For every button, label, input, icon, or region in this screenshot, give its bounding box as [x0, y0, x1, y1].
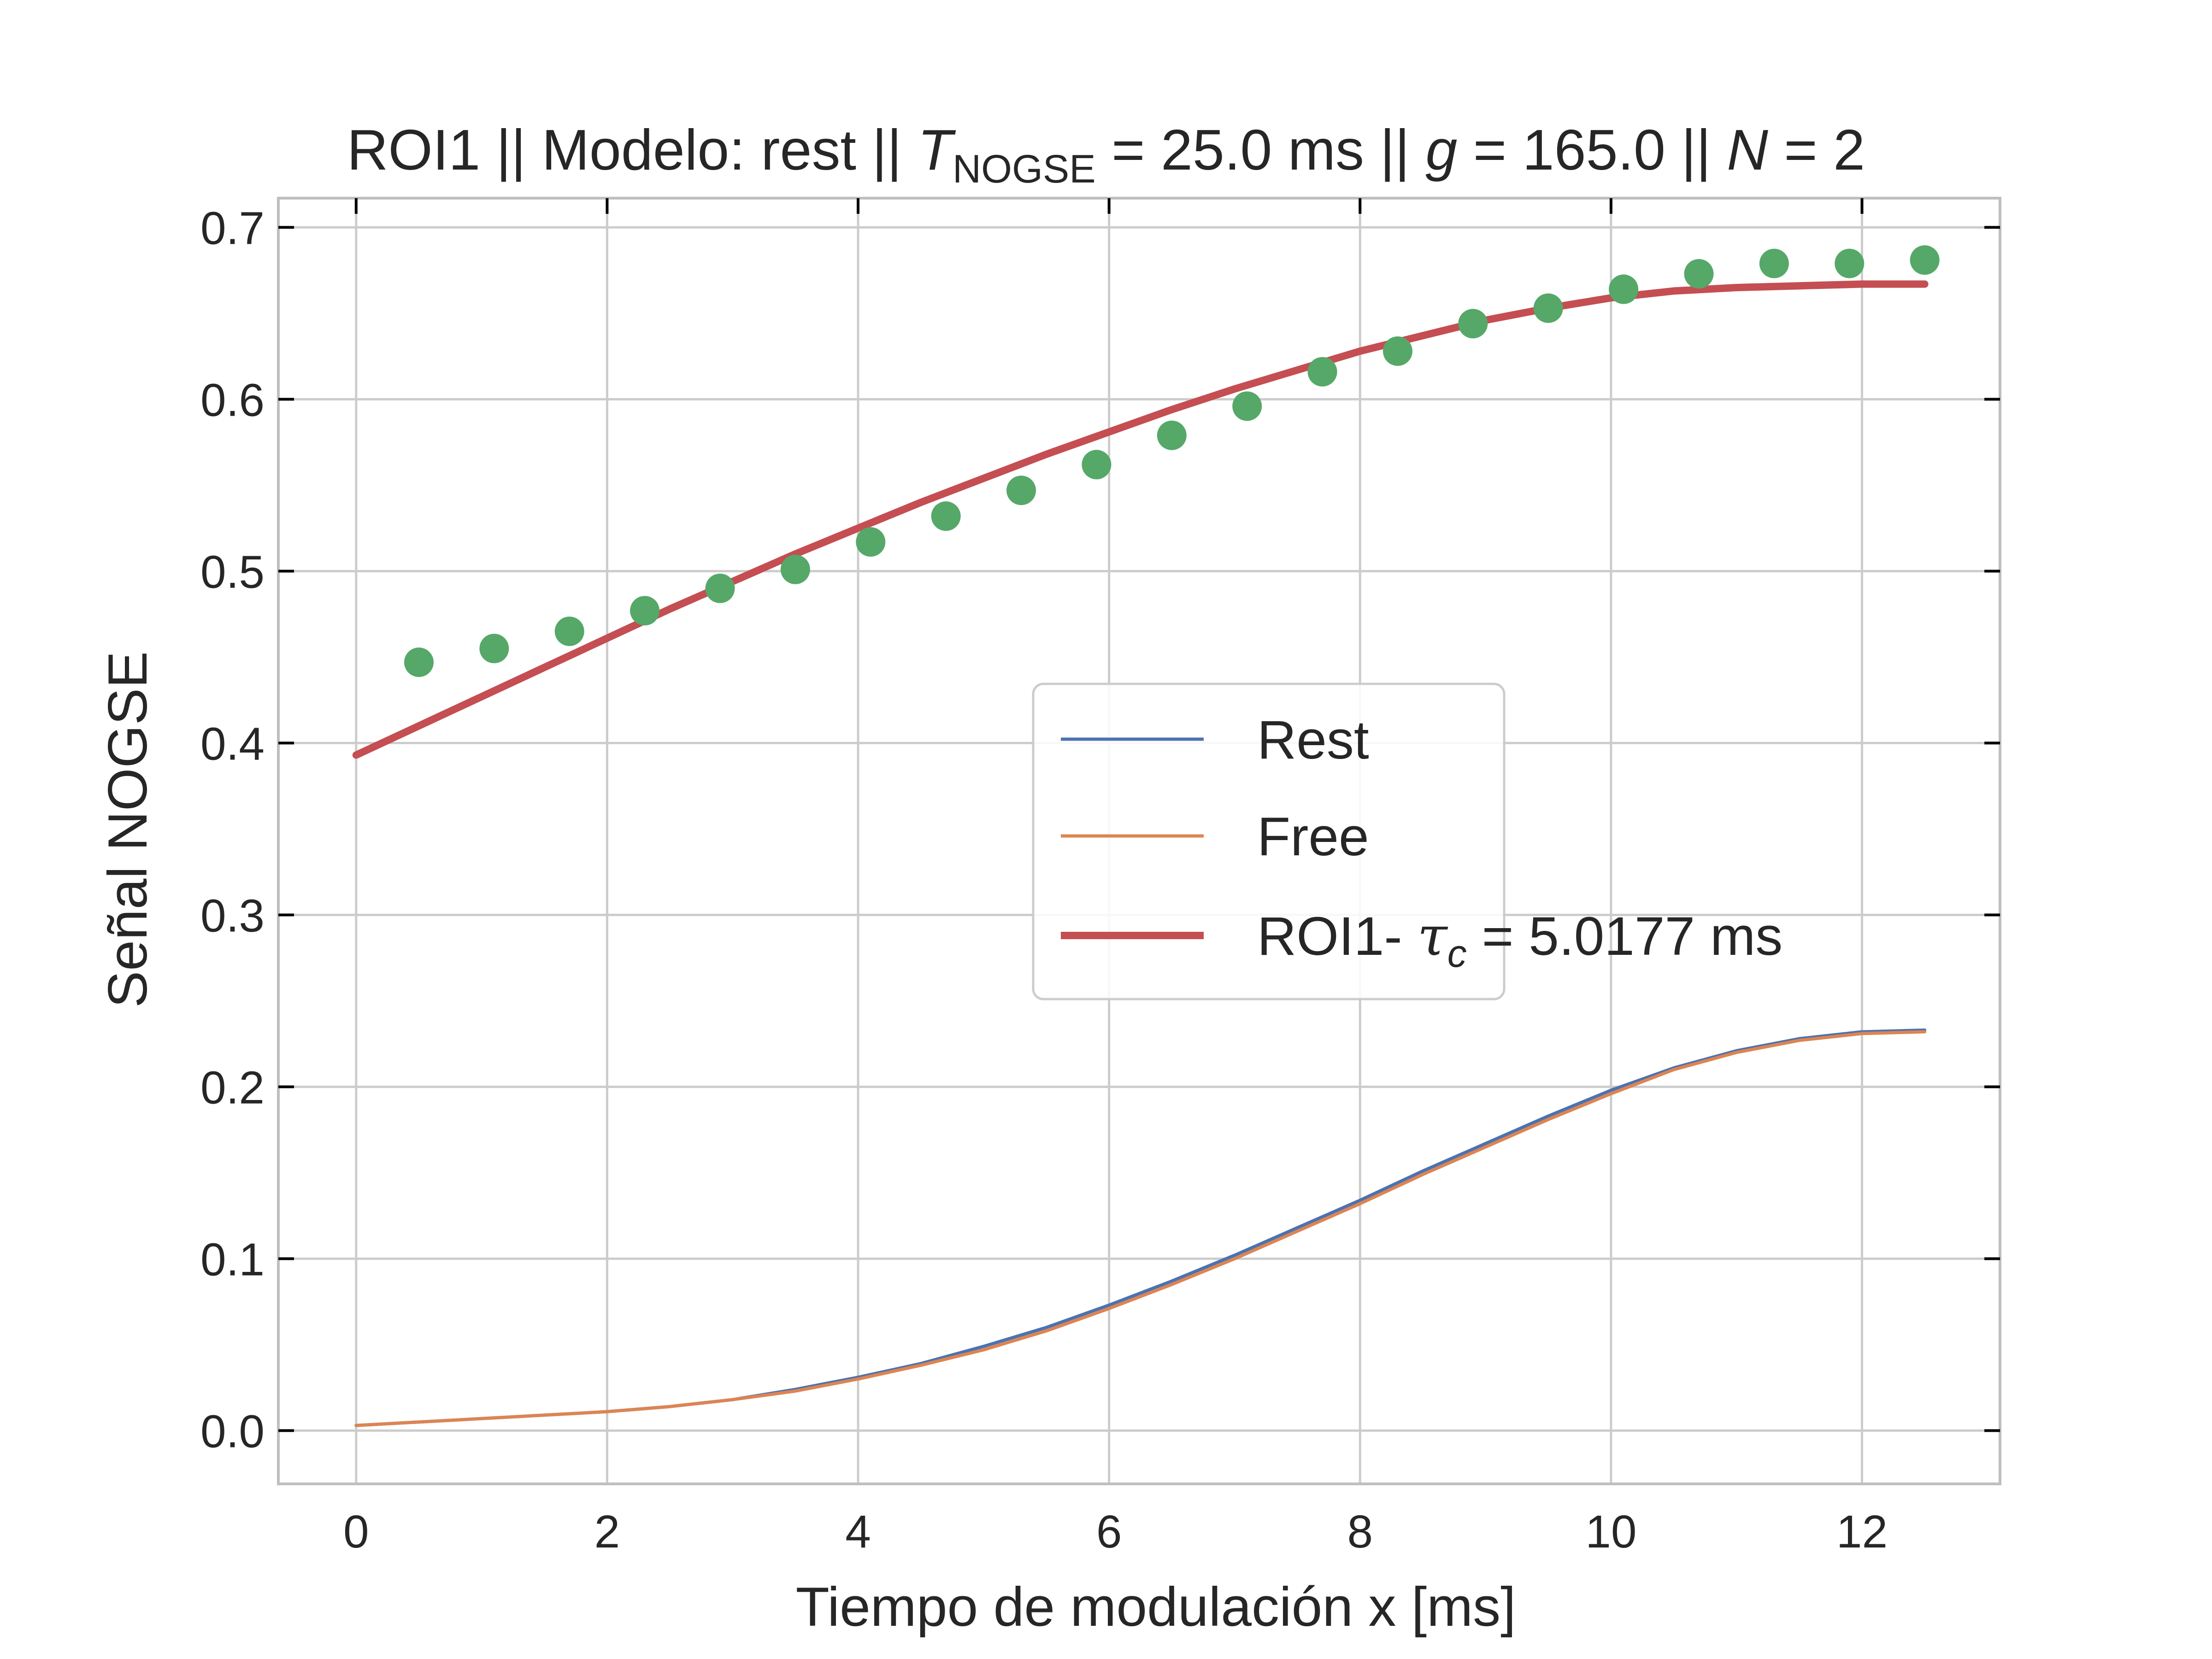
y-axis-title: Señal NOGSE: [97, 651, 159, 1008]
data-point: [931, 501, 961, 531]
series-line-roi1-fit: [352, 280, 1929, 759]
x-tick-label: 0: [343, 1506, 369, 1558]
data-point: [705, 573, 735, 603]
y-tick-label: 0.6: [200, 374, 265, 426]
x-axis-title: Tiempo de modulación x [ms]: [796, 1576, 1516, 1638]
chart-title: ROI1 || Modelo: rest || TNOGSE = 25.0 ms…: [347, 118, 1865, 191]
data-point: [856, 527, 886, 557]
y-tick-label: 0.4: [200, 718, 265, 770]
legend-label-roi1: ROI1- τc = 5.0177 ms: [1257, 904, 1783, 975]
series-line-rest: [354, 1028, 1927, 1427]
title-t-symbol: T: [918, 118, 956, 182]
x-tick-label: 6: [1096, 1506, 1122, 1558]
x-tick-label: 12: [1836, 1506, 1888, 1558]
title-g-symbol: g: [1425, 118, 1457, 182]
data-point: [1458, 309, 1488, 339]
data-point: [1759, 248, 1789, 278]
legend-label-rest: Rest: [1257, 710, 1369, 771]
x-tick-label: 8: [1347, 1506, 1373, 1558]
data-point: [1082, 450, 1112, 480]
legend-roi1-suffix: = 5.0177 ms: [1467, 906, 1783, 967]
legend-roi1-subscript: c: [1447, 932, 1467, 975]
legend-label-free: Free: [1257, 806, 1369, 867]
title-prefix: ROI1 || Modelo: rest ||: [347, 118, 918, 182]
x-tick-label: 2: [594, 1506, 620, 1558]
series-line-free: [354, 1030, 1927, 1427]
axis-ticks: 0 2 4 6 8 10 12 0.0 0.1 0.2 0.3 0.4 0.5 0.6 0.7: [200, 198, 2000, 1558]
y-tick-label: 0.0: [200, 1406, 265, 1457]
data-point: [1232, 391, 1262, 421]
data-point: [1835, 248, 1865, 278]
legend-roi1-symbol: τ: [1418, 904, 1448, 968]
data-point: [479, 634, 509, 664]
data-point: [1382, 336, 1412, 366]
data-point: [1533, 293, 1563, 323]
title-t-subscript: NOGSE: [953, 147, 1096, 191]
title-n-value: = 2: [1768, 118, 1865, 182]
x-tick-label: 10: [1585, 1506, 1636, 1558]
data-point: [554, 616, 584, 646]
data-point: [780, 554, 810, 584]
legend: Rest Free ROI1- τc = 5.0177 ms: [1032, 682, 1783, 1000]
data-point: [1609, 274, 1639, 304]
y-tick-label: 0.2: [200, 1062, 265, 1113]
y-tick-label: 0.5: [200, 546, 265, 598]
legend-box: [1032, 682, 1506, 1000]
data-point: [630, 596, 660, 626]
x-tick-label: 4: [845, 1506, 871, 1558]
data-point: [1684, 259, 1714, 289]
title-n-symbol: N: [1727, 118, 1768, 182]
y-tick-label: 0.1: [200, 1234, 265, 1285]
data-point: [1910, 245, 1940, 275]
y-tick-label: 0.7: [200, 202, 265, 254]
plot-frame: [277, 197, 2001, 1485]
data-point: [1006, 476, 1036, 506]
title-g-value: = 165.0 ||: [1457, 118, 1727, 182]
y-tick-label: 0.3: [200, 890, 265, 941]
plot-series: [352, 245, 1940, 1427]
data-point: [404, 647, 434, 677]
title-t-value: = 25.0 ms ||: [1096, 118, 1426, 182]
data-point: [1307, 357, 1337, 387]
legend-roi1-prefix: ROI1-: [1257, 906, 1418, 967]
data-point: [1157, 420, 1187, 450]
